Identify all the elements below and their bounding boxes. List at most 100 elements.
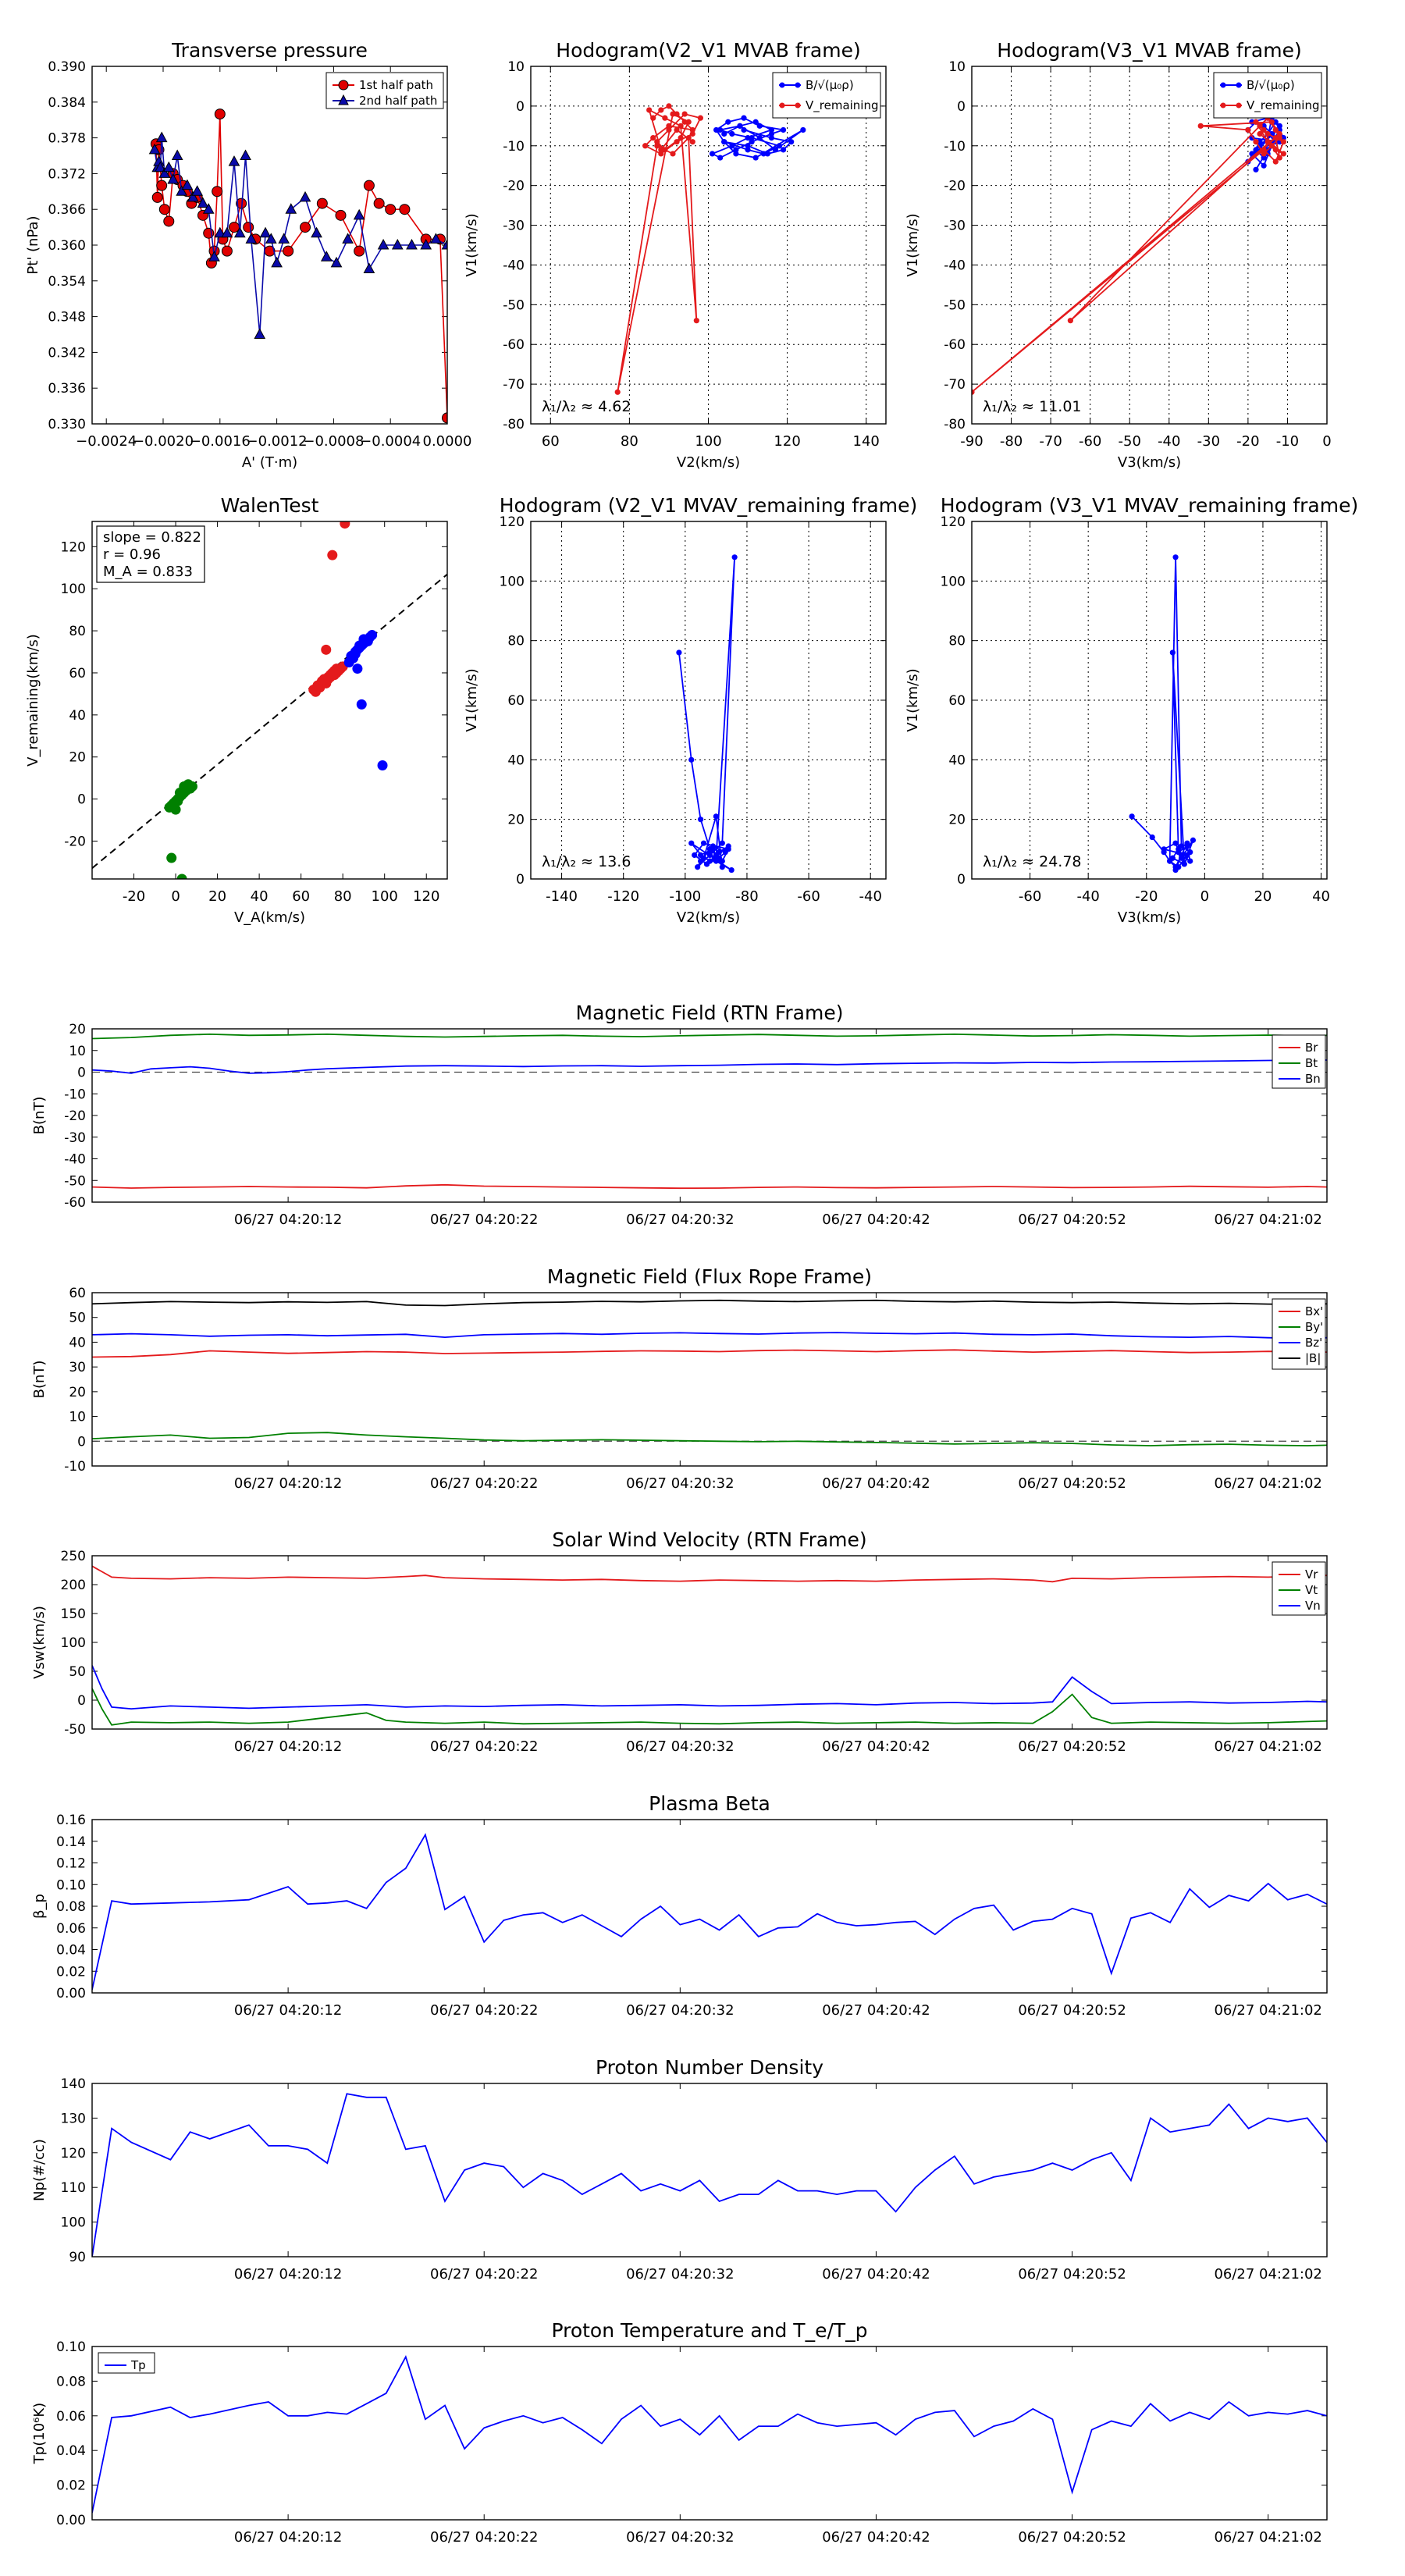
y-tick-label: -60 — [503, 337, 525, 353]
x-tick-label: -10 — [1276, 433, 1299, 450]
series-vn — [92, 1665, 1327, 1710]
x-tick-label: 06/27 04:20:52 — [1018, 1475, 1126, 1492]
y-tick-label: -10 — [944, 139, 966, 155]
x-tick-label: 120 — [413, 888, 439, 905]
data-point — [311, 226, 322, 238]
y-tick-label: 0.372 — [48, 166, 86, 182]
y-tick-label: 50 — [69, 1311, 86, 1326]
legend-label: B/√(μ₀ρ) — [806, 78, 854, 92]
data-point — [716, 849, 722, 856]
data-point — [173, 795, 183, 806]
data-point — [316, 197, 328, 209]
legend: 1st half path 2nd half path — [325, 72, 444, 109]
legend-label: 2nd half path — [359, 94, 437, 108]
series-line — [710, 117, 804, 159]
data-point — [745, 143, 751, 149]
y-tick-label: 0.08 — [56, 2374, 86, 2389]
series-line — [155, 114, 447, 418]
data-point — [1253, 139, 1259, 145]
data-point — [741, 126, 747, 133]
x-tick-label: 06/27 04:20:22 — [430, 1212, 538, 1228]
x-tick-label: 06/27 04:20:12 — [234, 1212, 342, 1228]
x-tick-label: 80 — [334, 888, 352, 905]
data-point — [1276, 135, 1282, 141]
data-point — [167, 173, 180, 184]
x-tick-label: 06/27 04:20:42 — [822, 1212, 930, 1228]
data-point — [1187, 858, 1193, 864]
series-green — [164, 779, 197, 879]
data-point — [214, 109, 226, 120]
legend-marker — [1220, 102, 1226, 109]
y-axis-label: V_remaining(km/s) — [25, 634, 41, 767]
data-point — [1181, 861, 1187, 867]
y-tick-label: 0.04 — [56, 1943, 86, 1959]
data-point — [271, 256, 283, 268]
data-point — [658, 151, 664, 157]
data-point — [772, 147, 779, 153]
y-tick-label: -70 — [944, 377, 966, 393]
x-tick-label: 06/27 04:20:32 — [626, 2529, 734, 2546]
x-tick-label: -140 — [546, 888, 578, 905]
data-point — [162, 161, 175, 173]
data-point — [768, 126, 774, 133]
x-tick-label: −0.0008 — [303, 433, 364, 450]
y-tick-label: -40 — [503, 258, 525, 273]
legend: Bx' By' Bz'|B| — [1272, 1298, 1326, 1370]
x-tick-label: 100 — [372, 888, 398, 905]
data-point — [725, 843, 731, 849]
legend-marker — [779, 82, 785, 88]
y-tick-label: 0.348 — [48, 310, 86, 326]
data-point — [752, 155, 759, 161]
data-point — [354, 245, 365, 257]
data-point — [1257, 143, 1263, 149]
axes-frame — [91, 2083, 1328, 2258]
x-axis-label: A' (T·m) — [242, 454, 297, 471]
y-tick-label: 100 — [500, 574, 525, 589]
data-point — [330, 256, 343, 268]
y-axis-label: β_p — [31, 1894, 48, 1919]
x-tick-label: 06/27 04:21:02 — [1214, 2266, 1321, 2282]
data-point — [214, 226, 226, 238]
y-tick-label: -10 — [64, 1087, 86, 1102]
data-point — [1272, 135, 1279, 141]
data-point — [642, 143, 649, 149]
data-point — [1257, 139, 1263, 145]
data-point — [356, 699, 367, 710]
series-bz- — [92, 1332, 1327, 1340]
x-tick-label: -60 — [1079, 433, 1101, 450]
x-tick-label: 40 — [1312, 888, 1330, 905]
data-point — [363, 180, 375, 191]
chart-np: Proton Number Density 06/27 04:20:12 06/27… — [31, 2056, 1328, 2282]
y-axis-label: B(nT) — [31, 1361, 48, 1399]
x-tick-label: 06/27 04:20:42 — [822, 2002, 930, 2019]
data-point — [666, 126, 672, 133]
data-point — [299, 190, 311, 202]
y-axis-label: Tp(10⁶K) — [31, 2403, 48, 2464]
data-point — [674, 139, 680, 145]
y-tick-label: 80 — [948, 634, 966, 649]
x-tick-label: 06/27 04:21:02 — [1214, 1475, 1321, 1492]
y-tick-label: -50 — [503, 297, 525, 313]
data-point — [300, 222, 311, 233]
x-tick-label: −0.0016 — [190, 433, 251, 450]
data-point — [654, 143, 660, 149]
x-tick-label: 0 — [1200, 888, 1209, 905]
y-tick-label: -30 — [64, 1130, 86, 1146]
data-point — [420, 238, 432, 250]
data-point — [685, 119, 692, 125]
y-tick-label: 0 — [77, 792, 86, 808]
y-tick-label: 0.16 — [56, 1813, 86, 1828]
y-tick-label: -80 — [503, 417, 525, 432]
y-tick-label: 0.00 — [56, 2513, 86, 2528]
x-tick-label: 0 — [1322, 433, 1331, 450]
x-tick-label: 100 — [695, 433, 721, 450]
chart-title: Hodogram(V3_V1 MVAB frame) — [997, 39, 1301, 62]
axes-frame — [91, 1292, 1328, 1467]
legend: Tp — [98, 2352, 155, 2374]
x-tick-label: 06/27 04:21:02 — [1214, 1738, 1321, 1755]
data-point — [442, 412, 447, 424]
eigen-ratio-annotation: λ₁/λ₂ ≈ 24.78 — [983, 853, 1082, 870]
y-tick-label: -20 — [64, 834, 86, 850]
chart-title: Plasma Beta — [649, 1792, 770, 1815]
data-point — [768, 130, 774, 137]
